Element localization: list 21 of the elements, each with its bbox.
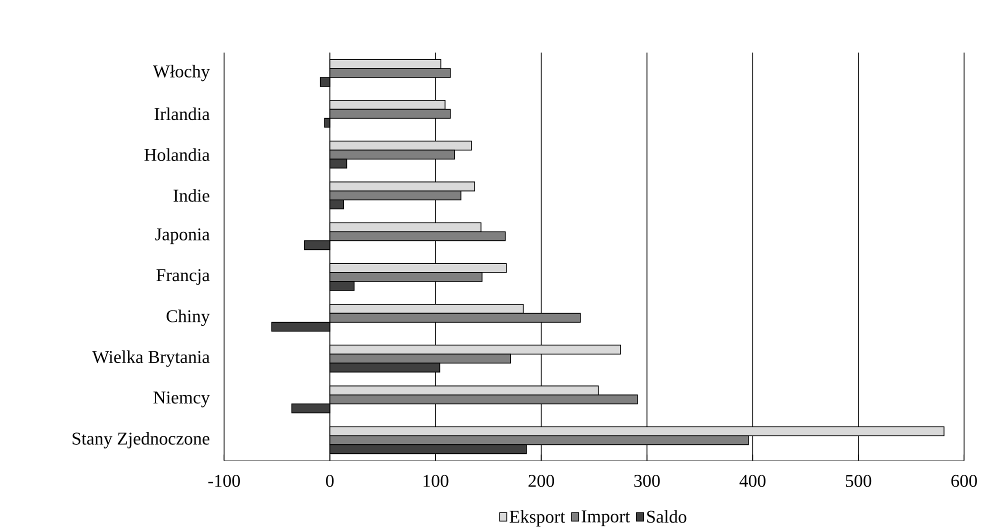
legend-label: Saldo (647, 510, 686, 523)
x-tick-label: 500 (846, 474, 872, 487)
y-tick-label: Holandia (144, 148, 210, 161)
y-tick-label: Irlandia (154, 107, 210, 120)
x-tick-label: 300 (634, 474, 660, 487)
y-tick-label: Japonia (155, 228, 210, 244)
y-tick-label: Francja (156, 268, 210, 285)
y-tick-label: Indie (174, 188, 210, 202)
x-tick-label: 200 (528, 474, 554, 487)
x-tick-label: 600 (951, 474, 977, 487)
legend-label: Eksport (510, 510, 566, 526)
y-tick-label: Stany Zjednoczone (72, 432, 210, 448)
x-tick-label: -100 (208, 474, 240, 487)
x-tick-label: 0 (326, 474, 334, 487)
legend-label: Import (582, 510, 630, 526)
y-tick-label: Włochy (152, 64, 210, 82)
y-tick-label: Niemcy (153, 391, 210, 408)
x-tick-label: 100 (424, 474, 448, 487)
x-tick-label: 400 (740, 474, 766, 487)
y-tick-label: Wielka Brytania (92, 350, 210, 367)
y-tick-label: Chiny (166, 309, 210, 326)
